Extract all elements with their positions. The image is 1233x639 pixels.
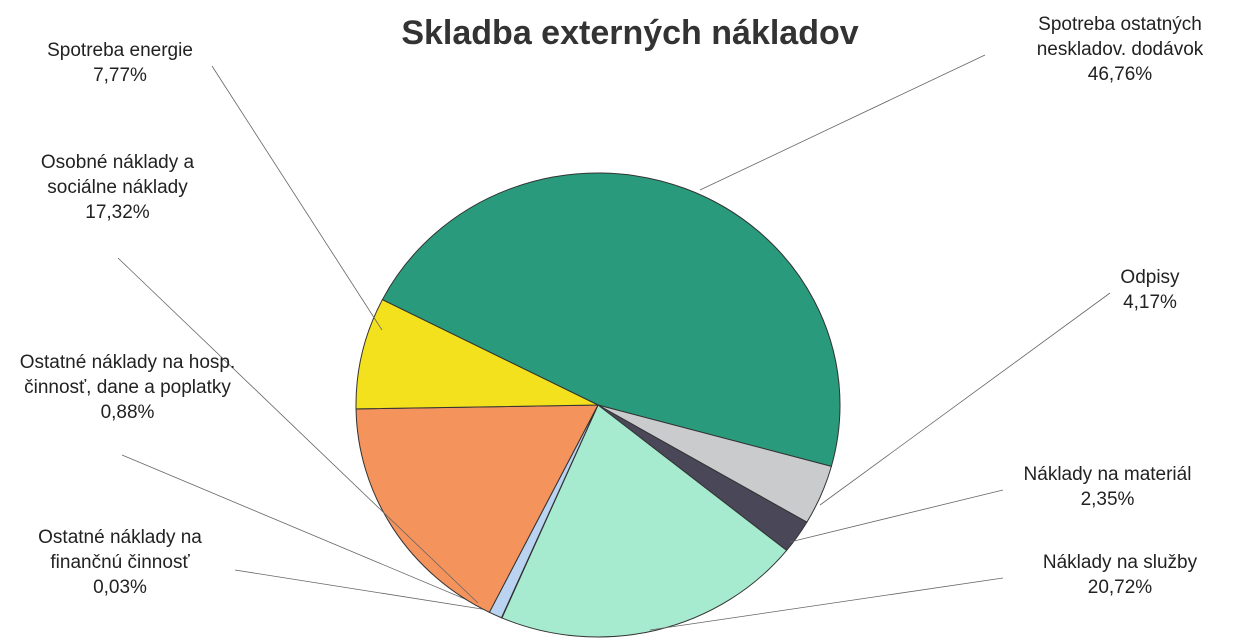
slice-value: 46,76%: [1087, 64, 1153, 85]
slice-label: Spotreba ostatných neskladov. dodávok 46,…: [1010, 12, 1230, 87]
slice-label: Osobné náklady a sociálne náklady 17,32%: [15, 150, 220, 225]
slice-value: 17,32%: [85, 202, 150, 223]
leader-line: [789, 489, 1004, 543]
slice-name: Odpisy: [1120, 267, 1180, 288]
slice-name: Ostatné náklady na hosp. činnosť, dane a…: [19, 352, 236, 398]
leader-line: [234, 569, 489, 611]
slice-value: 7,77%: [93, 65, 147, 86]
slice-name: Náklady na služby: [1042, 552, 1198, 573]
slice-value: 0,03%: [93, 577, 147, 598]
pie-slice: [381, 172, 841, 467]
pie-slice: [355, 404, 599, 613]
chart-title: Skladba externých nákladov: [401, 14, 859, 52]
slice-name: Spotreba ostatných neskladov. dodávok: [1036, 14, 1204, 60]
slice-label: Ostatné náklady na finančnú činnosť 0,03%: [15, 525, 225, 600]
leader-line: [819, 292, 1111, 506]
leader-line: [117, 257, 479, 604]
slice-name: Spotreba energie: [47, 40, 193, 61]
leader-line: [121, 454, 485, 608]
slice-value: 4,17%: [1123, 292, 1177, 313]
pie-slice: [501, 404, 788, 638]
leader-line: [649, 577, 1004, 631]
slice-label: Náklady na materiál 2,35%: [990, 462, 1225, 512]
slice-label: Spotreba energie 7,77%: [20, 38, 220, 88]
slice-value: 2,35%: [1080, 489, 1135, 510]
slice-label: Odpisy 4,17%: [1050, 265, 1233, 315]
slice-label: Náklady na služby 20,72%: [1010, 550, 1230, 600]
slice-name: Ostatné náklady na finančnú činnosť: [38, 527, 202, 573]
slice-name: Náklady na materiál: [1023, 464, 1192, 485]
leader-line: [699, 54, 986, 191]
pie-slice: [355, 299, 599, 410]
leader-line: [211, 65, 383, 331]
slice-label: Ostatné náklady na hosp. činnosť, dane a…: [10, 350, 245, 425]
slice-value: 20,72%: [1087, 577, 1153, 598]
slice-name: Osobné náklady a sociálne náklady: [40, 152, 195, 198]
slice-value: 0,88%: [100, 402, 155, 423]
